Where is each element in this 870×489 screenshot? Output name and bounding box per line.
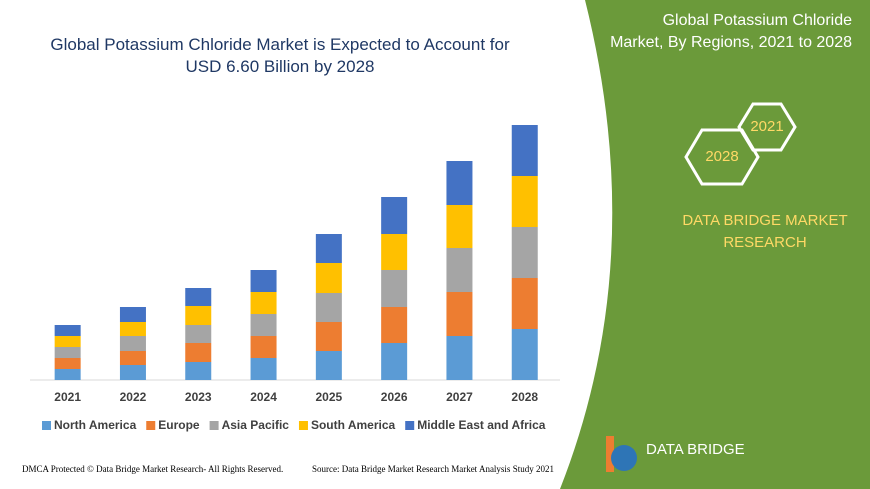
legend-label: North America (54, 418, 137, 432)
legend-swatch (298, 421, 308, 430)
bar-segment (54, 325, 81, 336)
bar-segment (250, 270, 277, 292)
x-tick-label: 2025 (315, 390, 342, 404)
legend-swatch (405, 421, 415, 430)
bar-segment (315, 293, 342, 322)
legend-label: Middle East and Africa (417, 418, 546, 432)
bar-segment (381, 343, 408, 380)
bar-segment (446, 336, 473, 380)
bar-segment (185, 325, 212, 343)
bar-segment (315, 322, 342, 351)
legend-swatch (209, 421, 219, 430)
bar-segment (381, 270, 408, 307)
bar-segment (54, 358, 81, 369)
bar-segment (381, 307, 408, 343)
bar-segment (119, 322, 146, 336)
bar-segment (511, 278, 538, 329)
bar-segment (185, 306, 212, 325)
bar-segment (54, 336, 81, 347)
logo-icon (611, 445, 637, 471)
bar-segment (315, 263, 342, 293)
bar-segment (250, 292, 277, 314)
bar-segment (446, 292, 473, 336)
logo-name: DATA BRIDGE (646, 441, 745, 458)
x-tick-label: 2024 (250, 390, 277, 404)
legend-label: Europe (158, 418, 200, 432)
hexagon-label: 2021 (750, 118, 783, 135)
bar-segment (315, 234, 342, 263)
x-tick-label: 2028 (511, 390, 538, 404)
footer-left: DMCA Protected © Data Bridge Market Rese… (22, 464, 284, 474)
bar-segment (511, 329, 538, 380)
legend-label: Asia Pacific (222, 418, 290, 432)
bar-segment (315, 351, 342, 380)
bar-segment (381, 234, 408, 270)
bar-segment (54, 369, 81, 380)
bar-segment (511, 125, 538, 176)
bar-segment (381, 197, 408, 234)
legend-swatch (146, 421, 156, 430)
bar-segment (119, 365, 146, 380)
bar-segment (185, 362, 212, 380)
x-tick-label: 2021 (54, 390, 81, 404)
x-tick-label: 2026 (381, 390, 408, 404)
legend-swatch (42, 421, 51, 430)
bar-segment (250, 358, 277, 380)
footer-right: Source: Data Bridge Market Research Mark… (312, 464, 554, 474)
side-title: Global Potassium Chloride Market, By Reg… (610, 12, 852, 51)
bar-segment (54, 347, 81, 358)
hexagon (737, 102, 797, 152)
logo: DATA BRIDGE (606, 436, 745, 472)
logo-icon (606, 436, 614, 472)
bar-segment (511, 227, 538, 278)
x-tick-label: 2023 (185, 390, 212, 404)
legend-label: South America (311, 418, 396, 432)
bar-segment (446, 205, 473, 248)
bar-segment (185, 288, 212, 306)
bar-segment (446, 248, 473, 292)
bar-segment (119, 336, 146, 351)
hexagon-label: 2028 (705, 148, 738, 165)
bar-segment (511, 176, 538, 227)
bar-segment (250, 314, 277, 336)
brand: DATA BRIDGE MARKET RESEARCH (682, 212, 848, 251)
bar-segment (119, 351, 146, 365)
bar-segment (185, 343, 212, 362)
bar-segment (250, 336, 277, 358)
bar-segment (446, 161, 473, 205)
bar-segment (119, 307, 146, 322)
x-tick-label: 2022 (120, 390, 147, 404)
x-tick-label: 2027 (446, 390, 473, 404)
chart-title: Global Potassium Chloride Market is Expe… (50, 35, 510, 76)
